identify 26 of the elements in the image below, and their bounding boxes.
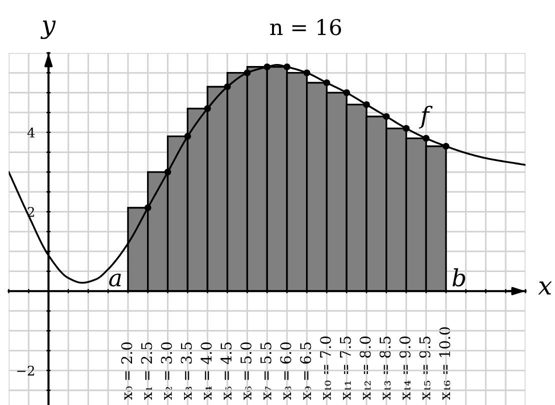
annotation: f <box>418 106 433 129</box>
point <box>204 105 211 112</box>
point <box>323 79 330 86</box>
point <box>184 132 192 140</box>
annotation: a <box>109 274 121 287</box>
y-axis-title: y <box>40 20 56 40</box>
point <box>343 89 350 96</box>
annotation: b <box>452 268 466 287</box>
y-tick-label: −2 <box>17 366 34 376</box>
point <box>422 134 430 142</box>
point <box>144 204 152 212</box>
point <box>303 69 310 76</box>
point <box>244 69 251 76</box>
point <box>164 168 172 176</box>
y-tick-label: 4 <box>27 128 35 138</box>
point <box>442 142 450 150</box>
point <box>382 113 390 120</box>
point <box>402 125 410 132</box>
point <box>224 83 231 90</box>
x-tick-label: x₇ = 5.5 <box>260 342 272 400</box>
point <box>284 63 290 70</box>
point <box>264 63 271 70</box>
chart-title: n = 16 <box>270 18 342 36</box>
point <box>363 101 370 108</box>
x-tick-label: x₁ = 2.5 <box>141 342 152 400</box>
x-axis-title: x <box>538 282 552 294</box>
